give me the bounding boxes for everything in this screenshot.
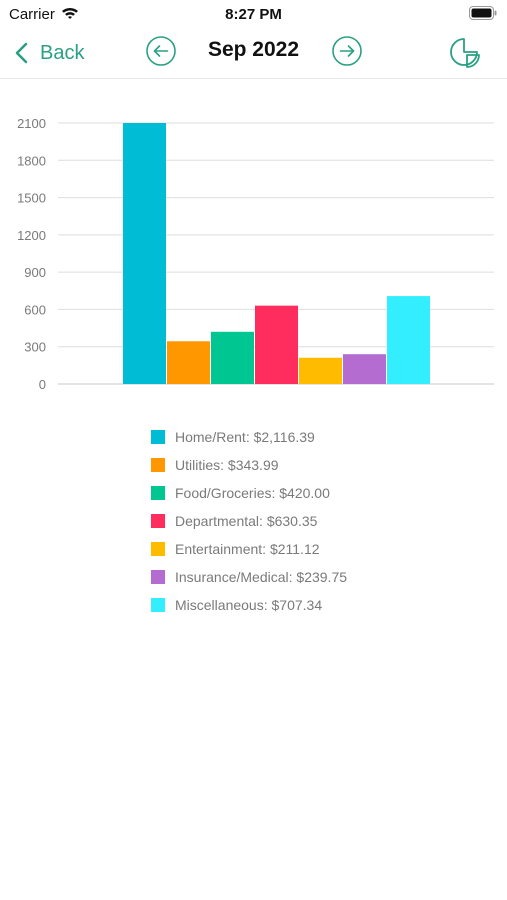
legend-item: Insurance/Medical: $239.75: [151, 563, 347, 591]
legend-category-name: Food/Groceries: [175, 485, 272, 501]
legend-amount: $630.35: [266, 513, 318, 529]
legend-swatch: [151, 458, 165, 472]
legend-item: Miscellaneous: $707.34: [151, 591, 347, 619]
legend-separator: :: [288, 569, 297, 585]
legend-label: Miscellaneous: $707.34: [175, 597, 322, 613]
pie-chart-icon: [450, 38, 480, 68]
legend-separator: :: [245, 429, 254, 445]
chart-legend: Home/Rent: $2,116.39 Utilities: $343.99 Fo…: [151, 423, 347, 619]
legend-label: Utilities: $343.99: [175, 457, 279, 473]
legend-item: Entertainment: $211.12: [151, 535, 347, 563]
legend-item: Departmental: $630.35: [151, 507, 347, 535]
y-tick-label: 900: [24, 265, 46, 280]
carrier-label: Carrier: [9, 6, 55, 23]
legend-separator: :: [262, 541, 270, 557]
y-tick-label: 0: [39, 377, 46, 392]
arrow-right-circle-icon: [332, 36, 362, 66]
bar-utilities[interactable]: [167, 341, 210, 384]
legend-swatch: [151, 570, 165, 584]
previous-month-button[interactable]: [146, 36, 176, 66]
legend-label: Departmental: $630.35: [175, 513, 317, 529]
legend-category-name: Insurance/Medical: [175, 569, 289, 585]
legend-amount: $2,116.39: [253, 429, 315, 445]
legend-separator: :: [259, 513, 267, 529]
legend-swatch: [151, 598, 165, 612]
back-label: Back: [40, 41, 85, 64]
y-tick-label: 2100: [17, 116, 46, 131]
legend-amount: $707.34: [271, 597, 323, 613]
back-button[interactable]: Back: [14, 38, 84, 68]
legend-separator: :: [220, 457, 228, 473]
legend-category-name: Miscellaneous: [175, 597, 264, 613]
legend-label: Food/Groceries: $420.00: [175, 485, 330, 501]
legend-label: Entertainment: $211.12: [175, 541, 320, 557]
chevron-left-icon: [15, 42, 28, 64]
expense-bar-chart: 0 300 600 900 1200 1500 1800 2100: [17, 116, 494, 392]
bar-insurance-medical[interactable]: [343, 354, 386, 384]
battery-icon: [469, 6, 497, 20]
legend-category-name: Utilities: [175, 457, 221, 473]
y-tick-label: 300: [24, 340, 46, 355]
legend-item: Utilities: $343.99: [151, 451, 347, 479]
legend-swatch: [151, 542, 165, 556]
y-tick-label: 600: [24, 302, 46, 317]
status-bar: Carrier 8:27 PM: [0, 0, 507, 30]
month-title: Sep 2022: [207, 38, 300, 61]
legend-label: Home/Rent: $2,116.39: [175, 429, 315, 445]
legend-category-name: Departmental: [175, 513, 260, 529]
next-month-button[interactable]: [332, 36, 362, 66]
legend-label: Insurance/Medical: $239.75: [175, 569, 347, 585]
legend-amount: $211.12: [269, 541, 320, 557]
clock: 8:27 PM: [225, 6, 282, 23]
bar-home-rent[interactable]: [123, 123, 166, 384]
legend-category-name: Entertainment: [175, 541, 263, 557]
legend-item: Food/Groceries: $420.00: [151, 479, 347, 507]
legend-amount: $239.75: [296, 569, 348, 585]
bar-miscellaneous[interactable]: [387, 296, 430, 384]
legend-item: Home/Rent: $2,116.39: [151, 423, 347, 451]
bar-entertainment[interactable]: [299, 357, 342, 384]
legend-category-name: Home/Rent: [175, 429, 246, 445]
y-tick-label: 1800: [17, 153, 46, 168]
y-tick-label: 1500: [17, 191, 46, 206]
legend-swatch: [151, 486, 165, 500]
y-tick-label: 1200: [17, 228, 46, 243]
legend-separator: :: [271, 485, 280, 501]
legend-swatch: [151, 430, 165, 444]
legend-amount: $343.99: [227, 457, 279, 473]
wifi-icon: [62, 7, 78, 19]
bar-food-groceries[interactable]: [211, 331, 254, 384]
arrow-left-circle-icon: [146, 36, 176, 66]
legend-separator: :: [263, 597, 272, 613]
legend-swatch: [151, 514, 165, 528]
chart-type-toggle-button[interactable]: [448, 36, 480, 68]
legend-amount: $420.00: [279, 485, 330, 501]
bar-departmental[interactable]: [255, 305, 298, 384]
navigation-bar: Back Sep 2022: [0, 30, 507, 79]
